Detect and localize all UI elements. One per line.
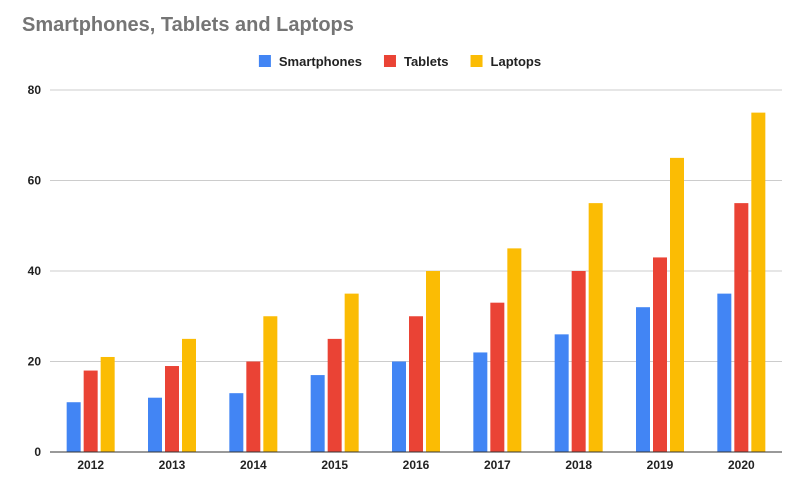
y-tick-label-80: 80 (28, 83, 42, 97)
bar-smartphones-2018 (554, 334, 569, 452)
bar-laptops-2020 (751, 112, 766, 452)
bar-smartphones-2016 (392, 361, 406, 452)
bar-smartphones-2017 (473, 352, 488, 452)
bar-tablets-2014 (246, 361, 261, 452)
bars (66, 112, 766, 452)
bar-smartphones-2013 (148, 397, 162, 452)
bar-smartphones-2020 (717, 293, 732, 452)
x-tick-label-2015: 2015 (321, 458, 348, 472)
bar-tablets-2012 (83, 370, 98, 452)
legend-swatch-laptops (470, 55, 483, 67)
x-tick-label-2018: 2018 (565, 458, 592, 472)
y-tick-label-0: 0 (34, 445, 41, 459)
y-tick-label-40: 40 (28, 264, 42, 278)
legend-label-smartphones: Smartphones (279, 54, 362, 69)
bar-smartphones-2012 (66, 402, 81, 452)
x-tick-label-2020: 2020 (728, 458, 755, 472)
legend-swatch-tablets (383, 55, 396, 67)
bar-laptops-2013 (182, 338, 196, 452)
x-tick-label-2013: 2013 (159, 458, 186, 472)
bar-tablets-2017 (490, 302, 505, 452)
chart-title: Smartphones, Tablets and Laptops (22, 14, 354, 36)
y-tick-label-60: 60 (28, 174, 42, 188)
bar-tablets-2016 (409, 316, 423, 452)
x-tick-label-2017: 2017 (484, 458, 511, 472)
axes: 0 20 40 60 80 2012 2013 2014 2015 2016 2017 2018 201… (28, 83, 782, 472)
legend: Smartphones Tablets Laptops (258, 54, 542, 69)
x-tick-label-2012: 2012 (77, 458, 104, 472)
bar-laptops-2015 (344, 293, 359, 452)
bar-laptops-2012 (100, 356, 115, 452)
x-tick-label-2019: 2019 (647, 458, 674, 472)
bar-laptops-2014 (263, 316, 278, 452)
bar-tablets-2019 (653, 257, 667, 452)
bar-laptops-2016 (426, 271, 440, 452)
legend-label-tablets: Tablets (404, 54, 449, 69)
bar-laptops-2018 (588, 203, 603, 452)
bar-tablets-2018 (571, 271, 586, 452)
x-tick-label-2016: 2016 (403, 458, 430, 472)
x-tick-label-2014: 2014 (240, 458, 267, 472)
bar-tablets-2015 (327, 338, 342, 452)
legend-label-laptops: Laptops (491, 54, 542, 69)
bar-smartphones-2015 (310, 375, 325, 452)
bar-tablets-2013 (165, 366, 179, 452)
y-tick-label-20: 20 (28, 355, 42, 369)
legend-swatch-smartphones (258, 55, 271, 67)
bar-smartphones-2019 (636, 307, 650, 452)
bar-laptops-2019 (670, 157, 684, 452)
bar-laptops-2017 (507, 248, 522, 452)
bar-tablets-2020 (734, 203, 749, 452)
bar-smartphones-2014 (229, 393, 244, 452)
